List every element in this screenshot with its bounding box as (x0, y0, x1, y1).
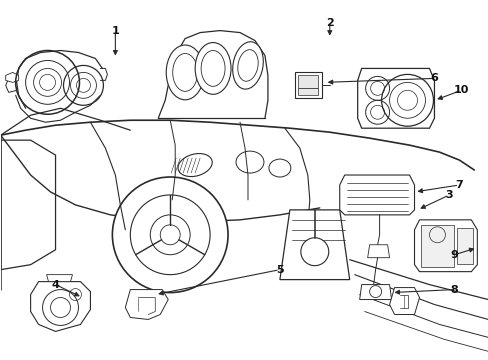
Text: 10: 10 (453, 85, 468, 95)
Polygon shape (125, 289, 168, 319)
Circle shape (112, 177, 227, 293)
Polygon shape (359, 285, 391, 300)
Circle shape (300, 238, 328, 266)
Ellipse shape (195, 42, 230, 94)
Polygon shape (456, 228, 472, 264)
Polygon shape (6, 72, 19, 82)
Text: 7: 7 (455, 180, 462, 190)
Text: 9: 9 (449, 250, 457, 260)
Ellipse shape (236, 151, 264, 173)
Ellipse shape (268, 159, 290, 177)
Text: 2: 2 (325, 18, 333, 28)
Polygon shape (414, 220, 476, 272)
Text: 6: 6 (429, 73, 438, 84)
Ellipse shape (178, 154, 212, 176)
Polygon shape (297, 88, 317, 95)
Text: 5: 5 (276, 265, 283, 275)
Ellipse shape (166, 45, 203, 100)
Ellipse shape (232, 42, 263, 89)
Polygon shape (297, 75, 317, 88)
Polygon shape (46, 275, 72, 282)
Text: 1: 1 (111, 26, 119, 36)
Polygon shape (421, 225, 453, 267)
Polygon shape (294, 72, 321, 98)
Polygon shape (357, 68, 433, 128)
Text: 3: 3 (445, 190, 452, 200)
Polygon shape (31, 282, 90, 332)
Polygon shape (339, 175, 414, 215)
Text: 8: 8 (449, 284, 457, 294)
Polygon shape (389, 288, 419, 315)
Polygon shape (367, 245, 389, 258)
Polygon shape (279, 210, 349, 280)
Text: 4: 4 (52, 280, 60, 289)
Polygon shape (0, 140, 56, 270)
